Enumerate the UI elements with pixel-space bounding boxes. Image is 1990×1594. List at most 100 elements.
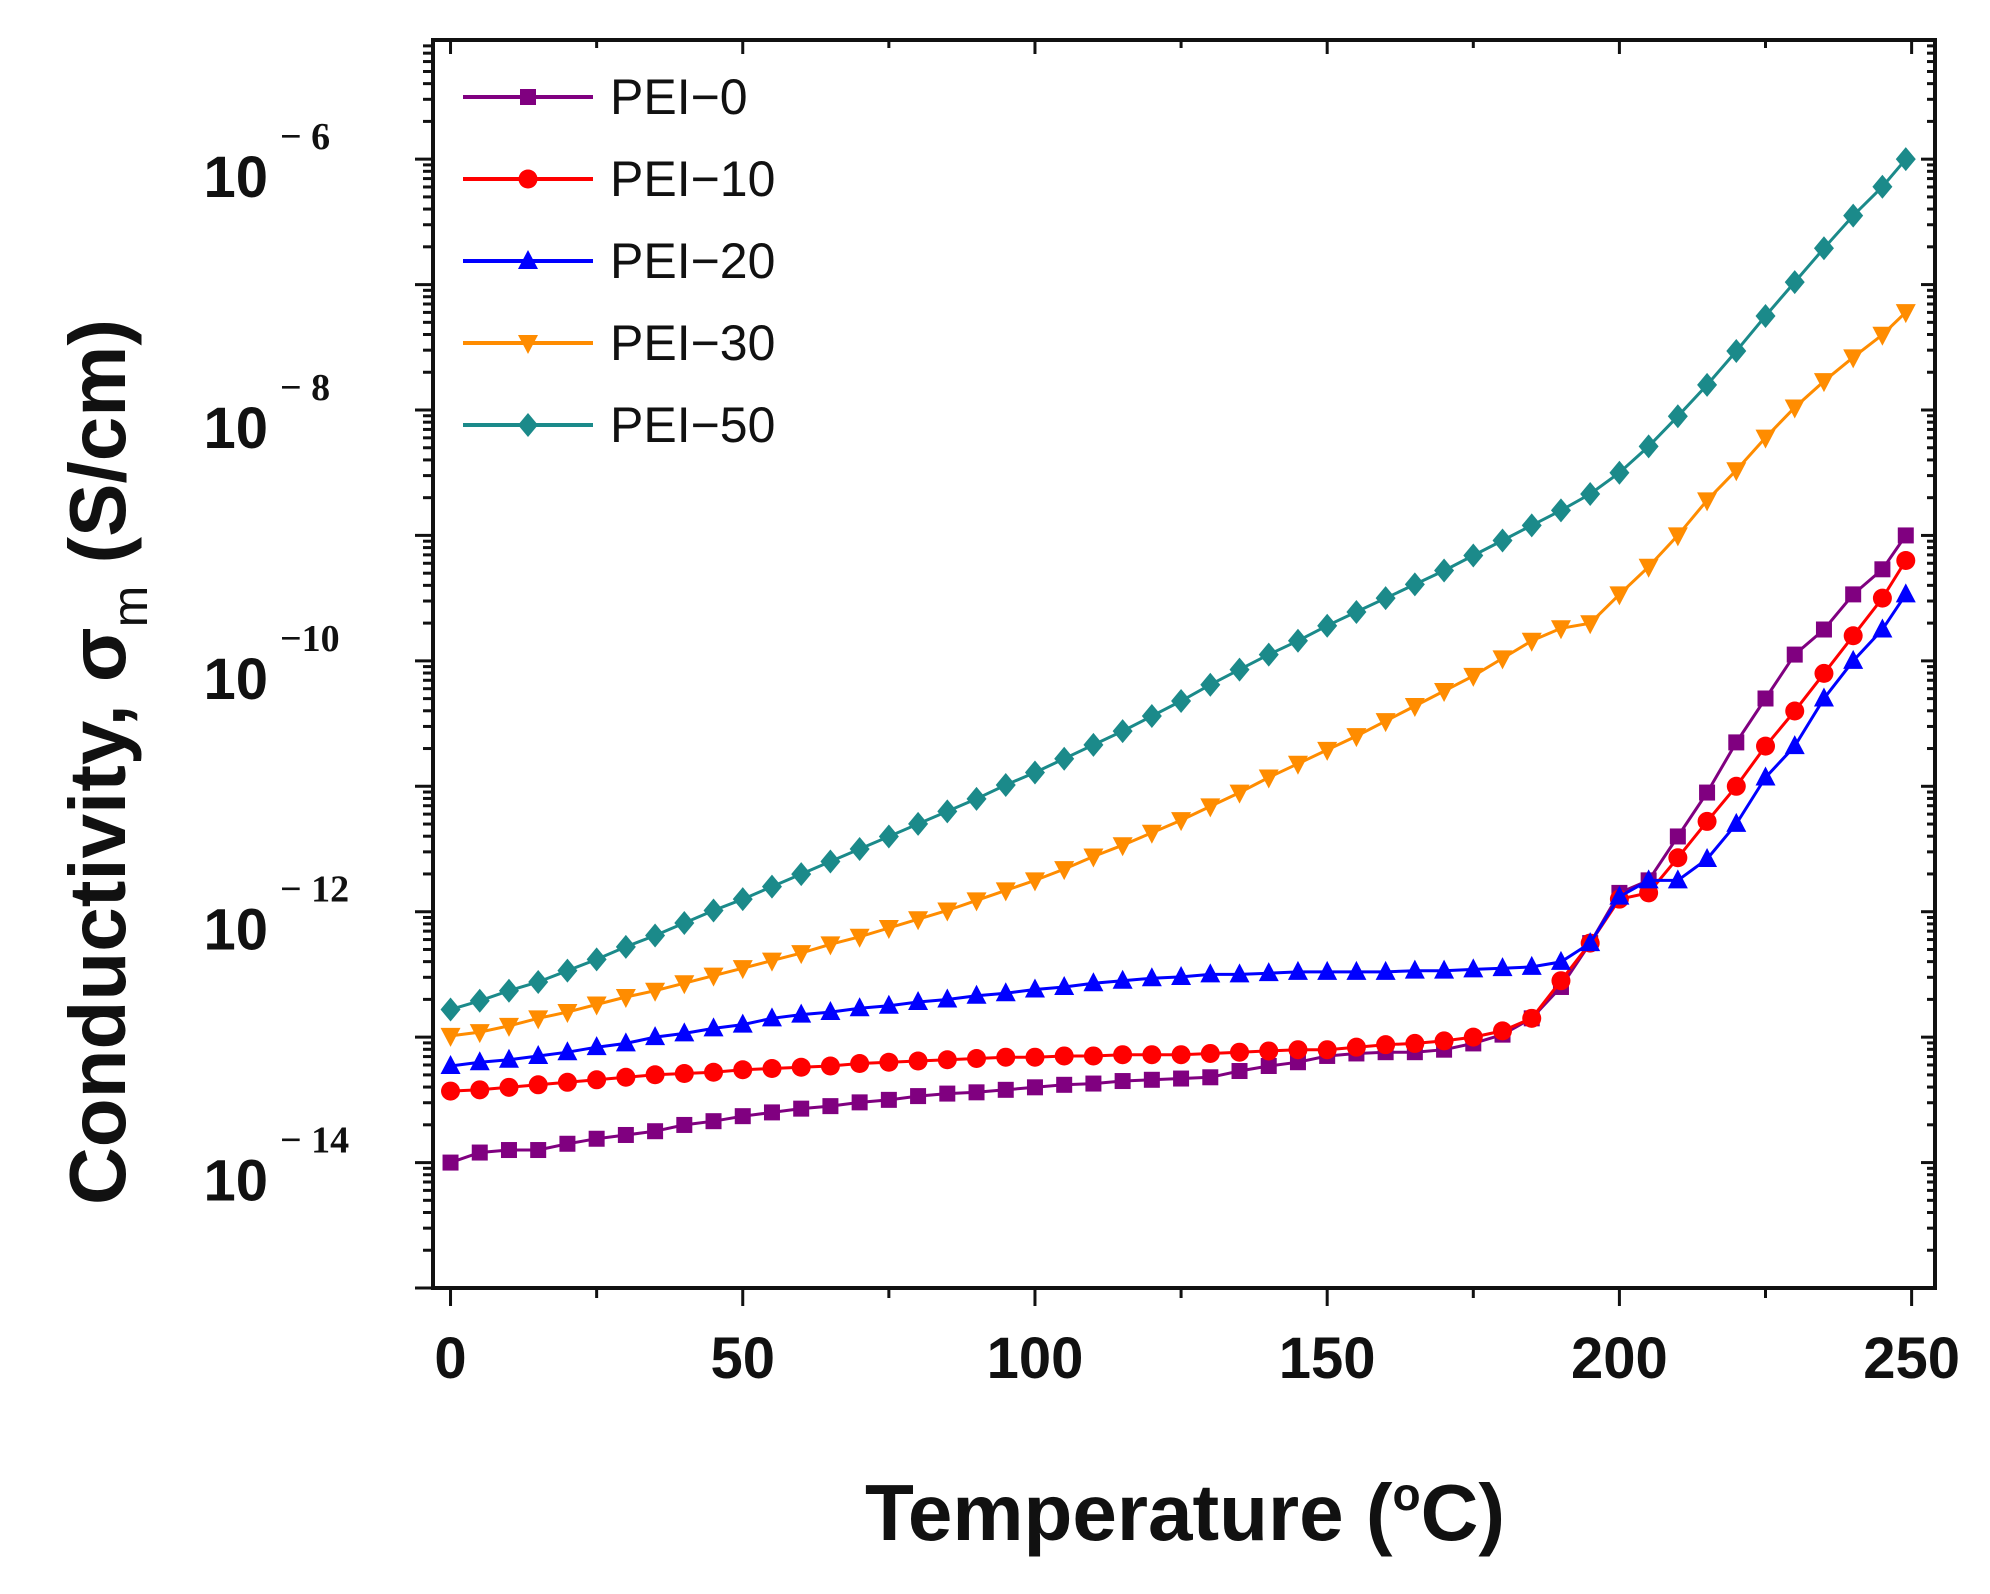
data-point xyxy=(997,1081,1014,1098)
data-point xyxy=(674,1064,694,1084)
data-point xyxy=(968,1084,985,1101)
data-point xyxy=(441,1081,461,1101)
data-point xyxy=(1056,1076,1073,1093)
data-point xyxy=(851,1094,868,1111)
data-point xyxy=(791,1057,811,1077)
data-point xyxy=(1667,869,1688,889)
data-point xyxy=(939,1085,956,1102)
data-point xyxy=(1580,482,1601,507)
data-point xyxy=(469,1024,490,1044)
data-point xyxy=(1054,1046,1074,1066)
data-point xyxy=(1288,1040,1308,1060)
data-point xyxy=(1522,1008,1542,1028)
legend-marker xyxy=(518,169,538,189)
data-point xyxy=(910,1088,927,1105)
data-point xyxy=(1726,812,1747,832)
y-tick-label-1e-14: 10 − 14 xyxy=(203,1120,349,1214)
data-point xyxy=(1404,698,1425,718)
data-point xyxy=(703,967,724,987)
data-point xyxy=(1493,1021,1513,1041)
data-point xyxy=(791,862,812,887)
data-point xyxy=(849,837,870,862)
data-point xyxy=(1784,270,1805,295)
data-point xyxy=(791,1003,812,1023)
data-point xyxy=(704,1062,724,1082)
data-point xyxy=(1874,561,1891,578)
data-point xyxy=(674,1022,695,1042)
plot-frame xyxy=(431,38,1937,1290)
data-point xyxy=(1173,1070,1190,1087)
y-tick-label-1e-12: 10 − 12 xyxy=(203,869,349,963)
data-point xyxy=(1492,650,1513,670)
data-point xyxy=(557,1072,577,1092)
data-point xyxy=(1375,586,1396,611)
data-point xyxy=(528,1044,549,1064)
y-axis-title-subscript: m xyxy=(102,586,158,628)
data-point xyxy=(1550,620,1571,640)
data-point xyxy=(1404,572,1425,597)
y-tick-base: 10 xyxy=(203,647,268,712)
data-point xyxy=(498,978,519,1003)
data-point xyxy=(1434,959,1455,979)
data-point xyxy=(1755,303,1776,328)
data-point xyxy=(1375,713,1396,733)
data-point xyxy=(1815,621,1832,638)
y-tick-base: 10 xyxy=(203,1149,268,1214)
data-point xyxy=(500,1142,517,1159)
legend: PEI−0 PEI−10 PEI−20 PEI−30 PEI−50 xyxy=(463,69,775,453)
data-point xyxy=(793,1100,810,1117)
data-point xyxy=(1726,776,1746,796)
data-point xyxy=(1756,736,1776,756)
x-tick-label-50: 50 xyxy=(710,1326,775,1391)
data-point xyxy=(1317,613,1338,638)
data-point xyxy=(732,1013,753,1033)
data-point xyxy=(588,1130,605,1147)
data-point xyxy=(1112,837,1133,857)
data-point xyxy=(1200,963,1221,983)
y-axis-title: Conductivity, σm (S/cm) xyxy=(53,319,158,1205)
data-point xyxy=(1317,960,1338,980)
data-point xyxy=(1843,626,1863,646)
legend-marker xyxy=(518,250,538,269)
data-point xyxy=(559,1135,576,1152)
data-point xyxy=(1813,373,1834,393)
legend-item-pei-20: PEI−20 xyxy=(463,233,775,289)
data-point xyxy=(587,1070,607,1090)
data-point xyxy=(1521,632,1542,652)
data-point xyxy=(469,1051,490,1071)
data-point xyxy=(763,1104,780,1121)
data-point xyxy=(528,1075,548,1095)
data-point xyxy=(996,1047,1016,1067)
data-point xyxy=(1843,203,1864,228)
axis-ticks xyxy=(415,40,1935,1306)
data-point xyxy=(1024,978,1045,998)
data-point xyxy=(1895,583,1916,603)
data-point xyxy=(615,934,636,959)
series-pei-0 xyxy=(442,527,1914,1171)
data-point xyxy=(1697,492,1718,512)
data-point xyxy=(1609,586,1630,606)
data-point xyxy=(879,1052,899,1072)
data-point xyxy=(937,902,958,922)
data-point xyxy=(1258,642,1279,667)
data-point xyxy=(557,958,578,983)
data-point xyxy=(469,988,490,1013)
data-point xyxy=(1845,586,1862,603)
series-pei-30 xyxy=(440,304,1916,1047)
data-point xyxy=(1083,732,1104,757)
data-point xyxy=(878,994,899,1014)
data-point xyxy=(703,1017,724,1037)
data-point xyxy=(1872,174,1893,199)
data-point xyxy=(1376,1035,1396,1055)
data-point xyxy=(1346,599,1367,624)
data-point xyxy=(822,1098,839,1115)
data-point xyxy=(1755,429,1776,449)
data-point xyxy=(908,991,929,1011)
data-point xyxy=(966,786,987,811)
data-point xyxy=(1229,784,1250,804)
data-point xyxy=(1726,339,1747,364)
data-point xyxy=(1463,543,1484,568)
data-point xyxy=(762,1059,782,1079)
data-point xyxy=(1551,971,1571,991)
data-point xyxy=(1142,1045,1162,1065)
